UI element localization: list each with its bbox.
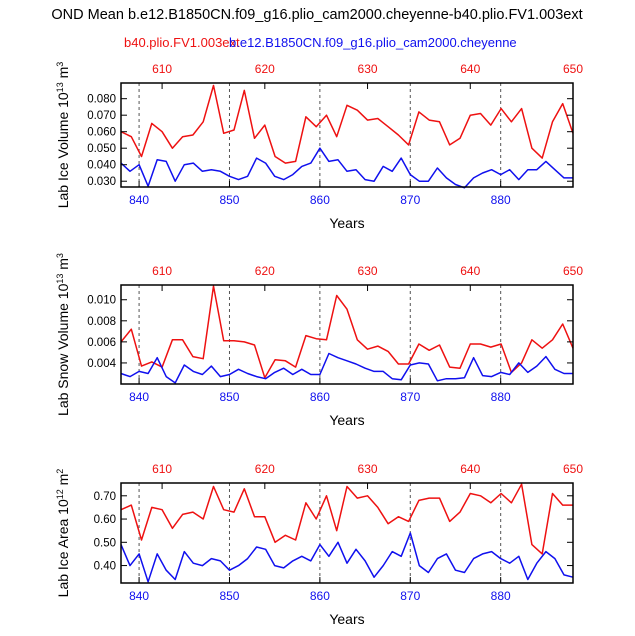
y-axis-title: Lab Snow Volume 1013 m3 xyxy=(55,253,71,416)
y-tick-label: 0.060 xyxy=(87,127,116,139)
x-tick-label-bottom: 850 xyxy=(219,193,239,207)
y-tick-label: 0.050 xyxy=(87,143,116,155)
x-tick-label-bottom: 840 xyxy=(129,193,149,207)
series-line-blue xyxy=(120,147,573,189)
chart-panel-3: 0.40 0.50 0.60 0.70 840 850 860 870 880 610 620 630… xyxy=(55,462,583,627)
y-axis-title: Lab Ice Area 1012 m2 xyxy=(55,469,71,598)
x-tick-label-top: 640 xyxy=(460,462,480,476)
chart-panel-1: 0.030 0.040 0.050 0.060 0.070 0.080 840 850 860 8… xyxy=(55,62,583,231)
plot-frame xyxy=(120,284,574,385)
legend-series-b: b.e12.B1850CN.f09_g16.plio_cam2000.cheye… xyxy=(229,35,517,50)
x-tick-label-bottom: 860 xyxy=(310,390,330,404)
x-axis-title: Years xyxy=(329,611,364,627)
x-tick-label-bottom: 880 xyxy=(491,589,511,603)
x-tick-label-top: 610 xyxy=(152,462,172,476)
x-tick-label-top: 630 xyxy=(358,462,378,476)
x-tick-label-top: 630 xyxy=(358,264,378,278)
y-tick-label: 0.070 xyxy=(87,110,116,122)
x-tick-label-bottom: 840 xyxy=(129,390,149,404)
x-tick-label-top: 650 xyxy=(563,462,583,476)
y-tick-label: 0.70 xyxy=(94,491,116,503)
y-tick-label: 0.010 xyxy=(87,295,116,307)
y-tick-label: 0.60 xyxy=(94,514,116,526)
y-tick-label: 0.080 xyxy=(87,94,116,106)
series-line-red xyxy=(120,84,574,164)
series-line-red xyxy=(120,483,573,555)
x-tick-label-bottom: 850 xyxy=(219,589,239,603)
y-tick-label: 0.008 xyxy=(87,316,116,328)
x-tick-label-top: 640 xyxy=(460,264,480,278)
x-tick-label-bottom: 880 xyxy=(491,193,511,207)
x-tick-label-bottom: 860 xyxy=(310,589,330,603)
y-tick-label: 0.006 xyxy=(87,337,116,349)
x-tick-label-top: 610 xyxy=(152,264,172,278)
y-axis-title: Lab Ice Volume 1013 m3 xyxy=(55,62,71,209)
y-tick-label: 0.004 xyxy=(87,358,116,370)
x-tick-label-top: 650 xyxy=(563,62,583,76)
y-tick-label: 0.50 xyxy=(94,537,116,549)
plot-frame xyxy=(120,482,574,584)
plot-frame xyxy=(120,82,574,188)
x-tick-label-top: 610 xyxy=(152,62,172,76)
chart-panel-2: 0.004 0.006 0.008 0.010 840 850 860 870 880 610 62… xyxy=(55,253,583,428)
series-line-red xyxy=(120,285,574,379)
page-title: OND Mean b.e12.B1850CN.f09_g16.plio_cam2… xyxy=(51,7,582,23)
x-axis-title: Years xyxy=(329,215,364,231)
x-tick-label-top: 630 xyxy=(358,62,378,76)
x-tick-label-bottom: 850 xyxy=(219,390,239,404)
x-tick-label-top: 620 xyxy=(255,264,275,278)
legend-series-a: b40.plio.FV1.003ext xyxy=(124,35,240,50)
y-tick-label: 0.40 xyxy=(94,561,116,573)
x-tick-label-bottom: 870 xyxy=(400,193,420,207)
x-tick-label-bottom: 880 xyxy=(491,390,511,404)
x-tick-label-top: 620 xyxy=(255,462,275,476)
x-tick-label-bottom: 870 xyxy=(400,589,420,603)
x-tick-label-top: 640 xyxy=(460,62,480,76)
x-tick-label-bottom: 840 xyxy=(129,589,149,603)
x-tick-label-bottom: 870 xyxy=(400,390,420,404)
series-line-blue xyxy=(120,352,573,384)
y-tick-label: 0.030 xyxy=(87,176,116,188)
x-axis-title: Years xyxy=(329,412,364,428)
x-tick-label-bottom: 860 xyxy=(310,193,330,207)
y-tick-label: 0.040 xyxy=(87,160,116,172)
x-tick-label-top: 650 xyxy=(563,264,583,278)
x-tick-label-top: 620 xyxy=(255,62,275,76)
series-line-blue xyxy=(120,532,574,583)
